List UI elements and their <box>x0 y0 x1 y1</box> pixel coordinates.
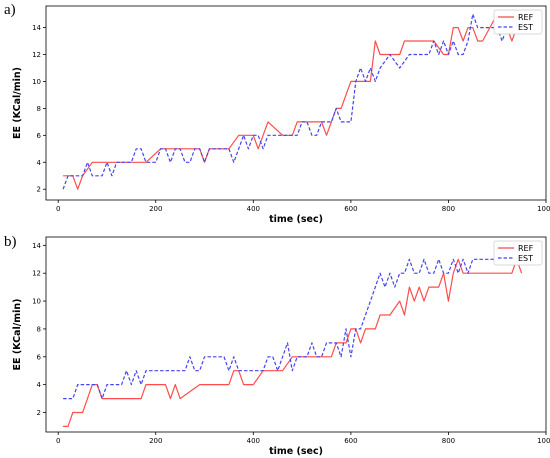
x-tick-label: 1000 <box>537 205 550 213</box>
x-tick-label: 600 <box>344 205 357 213</box>
plot-frame <box>45 5 547 201</box>
plot-frame <box>45 236 547 433</box>
series-line-est <box>63 258 522 400</box>
panel-a-label: a) <box>4 2 16 18</box>
x-tick-label: 0 <box>56 205 60 213</box>
y-axis-title: EE (KCal/min) <box>12 67 23 139</box>
y-axis-title: EE (KCal/min) <box>12 299 23 371</box>
series-line-ref <box>63 258 523 427</box>
x-tick-label: 400 <box>247 437 260 445</box>
legend-label-ref: REF <box>518 13 534 22</box>
y-tick-label: 12 <box>32 51 41 59</box>
y-tick-label: 12 <box>32 270 41 278</box>
x-axis-title: time (sec) <box>269 214 323 225</box>
x-tick-label: 200 <box>149 437 162 445</box>
chart-a: 0 200 400 600 800 1000 2 4 6 8 10 12 14 time (sec) EE … <box>12 5 550 225</box>
y-tick-label: 2 <box>37 409 41 417</box>
y-tick-label: 10 <box>32 78 41 86</box>
legend-label-est: EST <box>518 23 533 32</box>
y-tick-label: 4 <box>37 159 42 167</box>
y-tick-label: 14 <box>32 242 41 250</box>
y-tick-label: 2 <box>37 186 41 194</box>
y-tick-label: 8 <box>37 325 41 333</box>
series-line-est <box>62 13 517 190</box>
legend-label-est: EST <box>518 254 533 263</box>
x-tick-label: 200 <box>149 205 162 213</box>
legend-box <box>493 9 543 35</box>
x-tick-label: 600 <box>344 437 357 445</box>
x-axis-title: time (sec) <box>269 446 323 457</box>
y-tick-label: 14 <box>32 24 41 32</box>
y-tick-label: 6 <box>37 353 42 361</box>
y-tick-label: 4 <box>37 381 42 389</box>
x-tick-label: 0 <box>56 437 60 445</box>
series-line-ref <box>63 13 518 190</box>
x-tick-label: 800 <box>442 437 455 445</box>
legend-label-ref: REF <box>518 244 534 253</box>
x-tick-label: 400 <box>247 205 260 213</box>
x-tick-label: 800 <box>442 205 455 213</box>
panel-b-label: b) <box>4 234 17 250</box>
x-tick-label: 1000 <box>537 437 550 445</box>
legend-box <box>493 240 543 266</box>
y-tick-label: 8 <box>37 105 41 113</box>
chart-b: 0 200 400 600 800 1000 2 4 6 8 10 12 14 time (sec) EE … <box>12 236 550 457</box>
y-tick-label: 10 <box>32 298 41 306</box>
y-tick-label: 6 <box>37 132 42 140</box>
